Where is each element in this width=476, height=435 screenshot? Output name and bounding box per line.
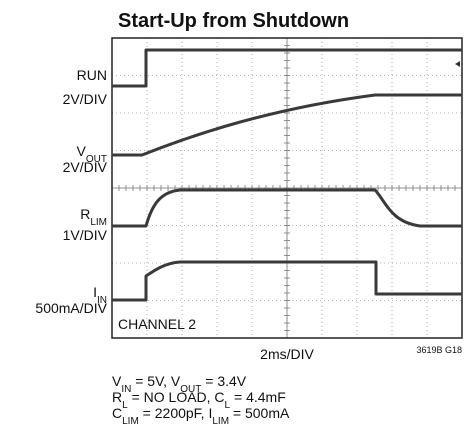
channel-note: CHANNEL 2 [118, 316, 196, 332]
figure-id: 3619B G18 [416, 345, 462, 355]
text-part: IN [97, 295, 107, 306]
channel-scale: 2V/DIV [63, 159, 108, 175]
channel-scale: 500mA/DIV [35, 300, 107, 316]
condition-line: VIN = 5V, VOUT = 3.4V [112, 373, 247, 395]
text-part: R [112, 389, 122, 405]
text-part: IN [121, 384, 131, 395]
text-part: = 500mA [229, 405, 290, 421]
text-part: LIM [212, 416, 229, 427]
text-part: L [225, 400, 231, 411]
rlim-trace [112, 188, 462, 228]
title: Start-Up from Shutdown [118, 10, 349, 32]
scope-border [111, 37, 463, 339]
vout-trace [112, 93, 462, 157]
text-part: V [77, 143, 87, 159]
condition-line: CLIM = 2200pF, ILIM = 500mA [112, 405, 290, 427]
text-part: = NO LOAD, C [128, 389, 225, 405]
trigger-marker [455, 61, 460, 67]
text-part: R [80, 206, 90, 222]
text-part: OUT [86, 154, 107, 165]
iin-trace [112, 260, 462, 302]
channel-scale: 1V/DIV [63, 227, 108, 243]
text-part: RUN [77, 67, 107, 83]
text-part: OUT [180, 384, 201, 395]
time-scale: 2ms/DIV [260, 346, 314, 362]
channel-name: RLIM [80, 206, 107, 228]
condition-line: RL = NO LOAD, CL = 4.4mF [112, 389, 286, 411]
channel-name: VOUT [77, 143, 107, 165]
text-part: = 2200pF, I [139, 405, 213, 421]
channel-scale: 2V/DIV [63, 91, 108, 107]
text-part: = 4.4mF [230, 389, 286, 405]
text-part: C [112, 405, 122, 421]
text-part: LIM [90, 217, 107, 228]
text-part: = 3.4V [201, 373, 246, 389]
channel-labels: RUN2V/DIVVOUT2V/DIVRLIM1V/DIVIIN500mA/DI… [35, 67, 107, 316]
run-trace [112, 48, 462, 88]
text-part: = 5V, V [131, 373, 181, 389]
text-part: L [122, 400, 128, 411]
text-part: LIM [122, 416, 139, 427]
text-part: V [112, 373, 122, 389]
text-part: I [93, 284, 97, 300]
channel-name: IIN [93, 284, 107, 306]
channel-name: RUN [77, 67, 107, 83]
